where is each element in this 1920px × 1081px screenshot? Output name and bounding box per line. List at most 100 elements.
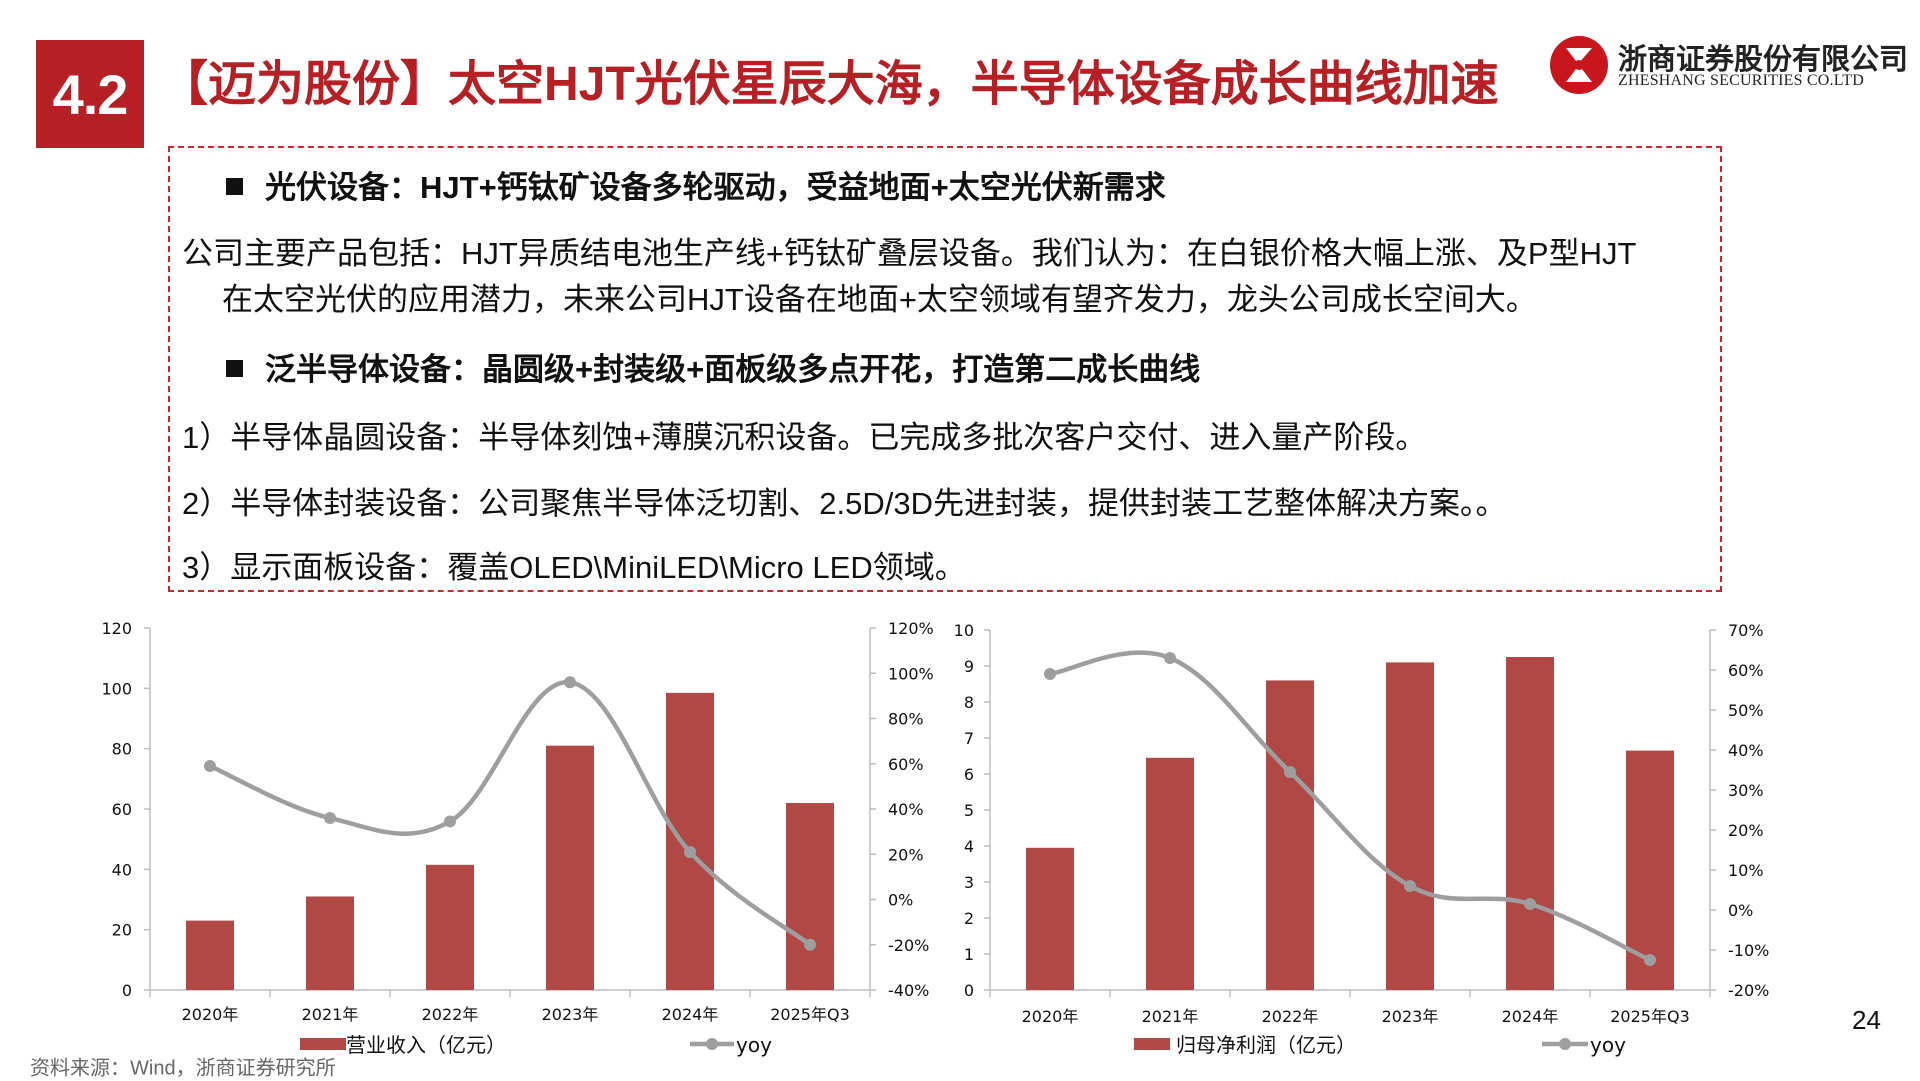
legend-bar-label: 营业收入（亿元） <box>346 1033 506 1057</box>
left-axis-tick-label: 40 <box>112 860 132 879</box>
left-axis-tick-label: 80 <box>112 740 132 759</box>
left-axis-tick-label: 0 <box>964 981 974 1000</box>
yoy-point <box>1404 880 1416 892</box>
page-number: 24 <box>1852 1005 1881 1035</box>
yoy-point <box>1284 766 1296 778</box>
left-axis-tick-label: 4 <box>964 837 974 856</box>
bar <box>666 692 714 990</box>
bar <box>786 802 834 990</box>
yoy-point <box>1164 652 1176 664</box>
section-number-badge: 4.2 <box>36 40 144 148</box>
page-title: 【迈为股份】太空HJT光伏星辰大海，半导体设备成长曲线加速 <box>160 58 1499 111</box>
right-axis-tick-label: 40% <box>888 800 924 819</box>
legend-line-label: yoy <box>736 1033 772 1057</box>
x-axis-category-label: 2020年 <box>1022 1007 1079 1026</box>
yoy-point <box>564 676 576 689</box>
left-axis-tick-label: 8 <box>964 693 974 712</box>
semi-heading: 泛半导体设备：晶圆级+封装级+面板级多点开花，打造第二成长曲线 <box>226 344 1200 389</box>
x-axis-category-label: 2025年Q3 <box>770 1005 850 1024</box>
bar <box>546 745 594 990</box>
semi-item-2: 2）半导体封装设备：公司聚焦半导体泛切割、2.5D/3D先进封装，提供封装工艺整… <box>182 486 1507 521</box>
yoy-point <box>1644 954 1656 966</box>
right-axis-tick-label: 0% <box>888 891 913 910</box>
yoy-point <box>1524 898 1536 910</box>
section-number: 4.2 <box>52 62 129 126</box>
left-axis-tick-label: 0 <box>122 981 132 1000</box>
right-axis-tick-label: 40% <box>1728 741 1764 760</box>
legend-bar-swatch <box>300 1038 346 1050</box>
right-axis-tick-label: 50% <box>1728 701 1764 720</box>
bar <box>1026 847 1074 990</box>
brand-name-en: ZHESHANG SECURITIES CO.LTD <box>1618 72 1864 89</box>
yoy-point <box>204 760 216 773</box>
yoy-point <box>444 815 456 828</box>
right-axis-tick-label: 20% <box>888 845 924 864</box>
bar <box>1146 757 1194 990</box>
right-axis-tick-label: -20% <box>1728 981 1769 1000</box>
x-axis-category-label: 2022年 <box>1262 1007 1319 1026</box>
x-axis-category-label: 2024年 <box>1502 1007 1559 1026</box>
right-axis-tick-label: 60% <box>1728 661 1764 680</box>
left-axis-tick-label: 100 <box>101 679 132 698</box>
source-note: 资料来源：Wind，浙商证券研究所 <box>30 1057 336 1080</box>
yoy-point <box>804 938 816 951</box>
x-axis-category-label: 2020年 <box>182 1005 239 1024</box>
bar <box>306 896 354 990</box>
net-profit-chart: 0 1 2 3 4 5 6 7 8 9 10 -20% -10% 0% 10% 20% 30% 40% 50% 60%… <box>920 600 1920 1070</box>
left-axis-tick-label: 3 <box>964 873 974 892</box>
yoy-point <box>684 845 696 858</box>
legend-bar-swatch <box>1134 1038 1170 1050</box>
legend-bar-label: 归母净利润（亿元） <box>1176 1033 1356 1057</box>
square-bullet-icon <box>226 360 243 377</box>
right-axis-tick-label: -10% <box>1728 941 1769 960</box>
left-axis-tick-label: 20 <box>112 921 132 940</box>
left-axis-tick-label: 10 <box>954 621 974 640</box>
pv-paragraph-line2: 在太空光伏的应用潜力，未来公司HJT设备在地面+太空领域有望齐发力，龙头公司成长… <box>222 282 1537 317</box>
semi-heading-text: 泛半导体设备：晶圆级+封装级+面板级多点开花，打造第二成长曲线 <box>265 352 1201 387</box>
right-axis-tick-label: 120% <box>888 619 934 638</box>
right-axis-tick-label: 0% <box>1728 901 1753 920</box>
legend-line-marker <box>1559 1038 1571 1050</box>
revenue-chart: 0 20 40 60 80 100 120 -40% -20% 0% 20% 40% 60% 80% 100… <box>0 600 960 1070</box>
left-axis-tick-label: 1 <box>964 945 974 964</box>
left-axis-tick-label: 5 <box>964 801 974 820</box>
right-axis-tick-label: 20% <box>1728 821 1764 840</box>
right-axis-tick-label: 80% <box>888 710 924 729</box>
yoy-point <box>324 812 336 825</box>
pv-paragraph-line1: 公司主要产品包括：HJT异质结电池生产线+钙钛矿叠层设备。我们认为：在白银价格大… <box>182 236 1637 271</box>
bar <box>1506 657 1554 990</box>
pv-heading: 光伏设备：HJT+钙钛矿设备多轮驱动，受益地面+太空光伏新需求 <box>226 162 1166 207</box>
right-axis-tick-label: 10% <box>1728 861 1764 880</box>
right-axis-tick-label: 70% <box>1728 621 1764 640</box>
bar <box>426 864 474 990</box>
x-axis-category-label: 2025年Q3 <box>1610 1007 1690 1026</box>
left-axis-tick-label: 60 <box>112 800 132 819</box>
x-axis-category-label: 2022年 <box>422 1005 479 1024</box>
brand-logo-icon <box>1550 36 1608 94</box>
x-axis-category-label: 2023年 <box>542 1005 599 1024</box>
yoy-line <box>1047 650 1653 963</box>
x-axis-category-label: 2023年 <box>1382 1007 1439 1026</box>
left-axis-tick-label: 2 <box>964 909 974 928</box>
legend-line-label: yoy <box>1590 1033 1626 1057</box>
left-axis-tick-label: 6 <box>964 765 974 784</box>
x-axis-category-label: 2024年 <box>662 1005 719 1024</box>
semi-item-3: 3）显示面板设备：覆盖OLED\MiniLED\Micro LED领域。 <box>182 550 966 585</box>
left-axis-tick-label: 120 <box>101 619 132 638</box>
legend-line-marker <box>706 1038 718 1050</box>
revenue-chart-svg: 0 20 40 60 80 100 120 -40% -20% 0% 20% 40% 60% 80% 100… <box>101 619 934 1057</box>
x-axis-category-label: 2021年 <box>302 1005 359 1024</box>
net-profit-chart-svg: 0 1 2 3 4 5 6 7 8 9 10 -20% -10% 0% 10% 20% 30% 40% 50% 60%… <box>954 621 1770 1057</box>
yoy-line <box>207 680 813 947</box>
square-bullet-icon <box>226 178 243 195</box>
brand-logo: 浙商证券股份有限公司 ZHESHANG SECURITIES CO.LTD <box>1548 34 1908 96</box>
right-axis-tick-label: 60% <box>888 755 924 774</box>
bar <box>186 920 234 990</box>
right-axis-tick-label: -20% <box>888 936 929 955</box>
brand-name-cn: 浙商证券股份有限公司 <box>1618 42 1909 76</box>
left-axis-tick-label: 9 <box>964 657 974 676</box>
right-axis-tick-label: -40% <box>888 981 929 1000</box>
yoy-point <box>1044 668 1056 680</box>
pv-heading-text: 光伏设备：HJT+钙钛矿设备多轮驱动，受益地面+太空光伏新需求 <box>265 170 1166 205</box>
semi-item-1: 1）半导体晶圆设备：半导体刻蚀+薄膜沉积设备。已完成多批次客户交付、进入量产阶段… <box>182 420 1427 455</box>
